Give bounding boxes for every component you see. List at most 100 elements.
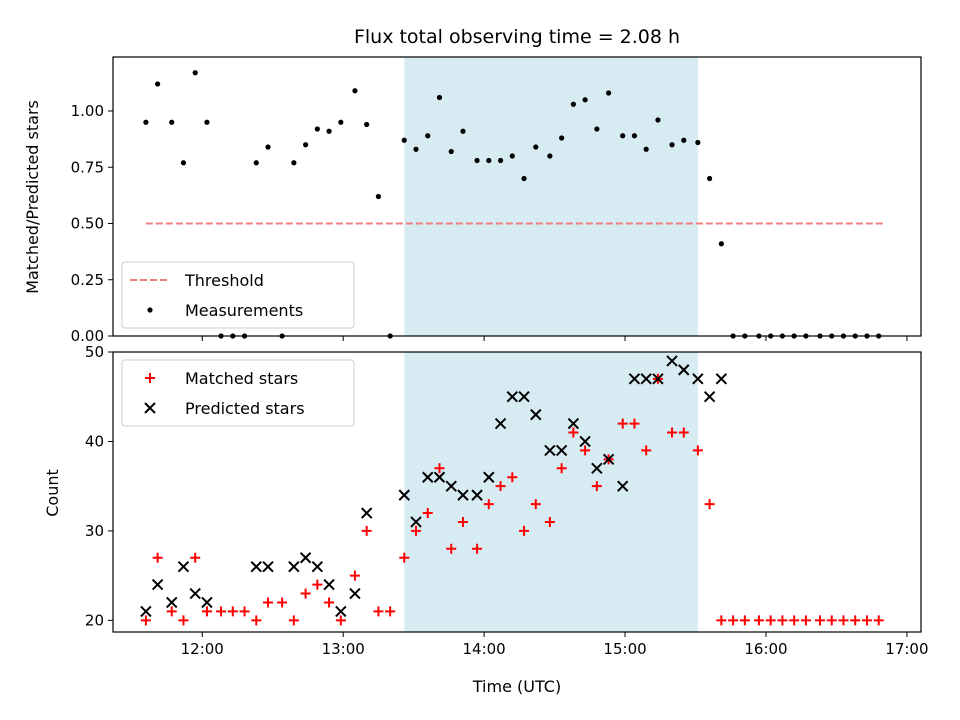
matched-stars-point (140, 615, 151, 626)
top-y-tick-label: 0.25 (71, 271, 104, 289)
predicted-stars-point (262, 560, 274, 573)
measurement-point (291, 160, 297, 166)
predicted-stars-point (518, 391, 530, 403)
predicted-stars-point (189, 587, 201, 600)
predicted-stars-point (666, 355, 678, 367)
measurement-point (497, 157, 504, 164)
predicted-stars-point (579, 435, 591, 448)
matched-stars-point (800, 615, 811, 626)
measurement-point (314, 126, 320, 132)
predicted-stars-point (299, 552, 312, 564)
predicted-stars-point (398, 489, 410, 501)
matched-stars-point (728, 615, 739, 626)
top-y-axis-label: Matched/Predicted stars (23, 100, 42, 294)
predicted-stars-point (692, 373, 704, 385)
matched-stars-point (385, 606, 396, 617)
measurement-point (474, 157, 480, 164)
top-y-tick-label: 0.00 (71, 327, 104, 345)
measurement-point (669, 142, 675, 148)
top-y-tick-label: 0.75 (71, 158, 104, 176)
matched-stars-point (288, 615, 299, 626)
matched-stars-point (324, 597, 335, 608)
matched-stars-point (629, 418, 640, 429)
matched-stars-point (530, 499, 541, 510)
predicted-stars-point (471, 489, 483, 501)
predicted-stars-point (506, 391, 519, 403)
matched-stars-point (716, 615, 727, 626)
measurement-point (352, 88, 358, 94)
matched-stars-point (457, 516, 468, 527)
matched-stars-point (667, 427, 678, 438)
measurement-point (460, 128, 466, 134)
matched-stars-point (556, 463, 567, 474)
matched-stars-point (227, 606, 238, 617)
matched-stars-point (838, 615, 849, 626)
matched-stars-point (850, 615, 861, 626)
predicted-stars-point (335, 605, 347, 618)
measurement-point (436, 94, 443, 101)
predicted-stars-point (166, 596, 178, 609)
measurement-point (486, 157, 492, 164)
matched-stars-point (251, 615, 262, 626)
bottom-legend-box (121, 359, 355, 427)
matched-stars-point (434, 463, 445, 474)
bottom-highlight-span (404, 352, 698, 632)
bottom-panel: 20 30 40 50 12:00 13:00 14:00 15:00 16:00 17:00 Ma… (85, 343, 929, 658)
x-tick-label: 12:00 (181, 640, 224, 658)
bottom-y-axis-label: Count (43, 469, 62, 517)
measurement-point (143, 119, 149, 125)
measurement-point (547, 153, 553, 159)
predicted-stars-point (602, 453, 615, 466)
matched-stars-point (692, 445, 703, 456)
x-tick-label: 16:00 (744, 640, 787, 658)
matched-stars-point (580, 445, 591, 456)
matched-stars-point (507, 472, 518, 483)
matched-stars-point (641, 445, 652, 456)
measurement-point (204, 119, 210, 125)
matched-stars-point (373, 606, 384, 617)
bottom-y-tick-label: 50 (85, 343, 104, 361)
matched-stars-point (873, 615, 884, 626)
x-tick-label: 13:00 (322, 640, 365, 658)
legend-measurements-swatch (147, 307, 153, 313)
matched-stars-point (190, 552, 201, 563)
matched-stars-point (591, 481, 602, 492)
measurement-point (155, 81, 161, 87)
matched-stars-point (411, 525, 421, 536)
matched-stars-point (483, 499, 494, 510)
matched-stars-point (495, 481, 506, 492)
legend-label: Measurements (185, 301, 303, 320)
legend-label: Matched stars (185, 369, 298, 388)
matched-stars-point (617, 418, 628, 429)
predicted-stars-point (177, 560, 190, 573)
top-legend-box (121, 261, 355, 329)
predicted-stars-point (628, 373, 641, 385)
matched-stars-point (446, 543, 457, 554)
predicted-stars-point (433, 471, 446, 483)
x-axis-label: Time (UTC) (472, 677, 561, 696)
measurement-point (265, 144, 271, 150)
matched-stars-point (815, 615, 825, 626)
matched-stars-point (263, 597, 274, 608)
top-y-tick-label: 0.50 (71, 215, 104, 233)
measurement-point (594, 126, 600, 132)
measurement-point (192, 70, 198, 76)
measurement-point (364, 121, 370, 128)
predicted-stars-point (323, 578, 335, 591)
matched-stars-point (544, 516, 555, 527)
measurement-point (169, 119, 175, 125)
matched-stars-point (349, 570, 360, 581)
predicted-stars-point (349, 587, 361, 600)
bottom-y-tick-label: 20 (85, 611, 104, 629)
matched-stars-point (361, 525, 372, 536)
matched-stars-point (422, 508, 433, 519)
measurement-point (448, 148, 454, 155)
measurement-point (509, 153, 515, 159)
predicted-stars-point (445, 480, 457, 492)
predicted-stars-point (530, 408, 542, 421)
legend-predicted-swatch (144, 402, 156, 414)
predicted-stars-point (457, 489, 469, 501)
predicted-stars-point (678, 364, 690, 376)
matched-stars-point (472, 543, 483, 554)
measurement-point (582, 97, 588, 103)
